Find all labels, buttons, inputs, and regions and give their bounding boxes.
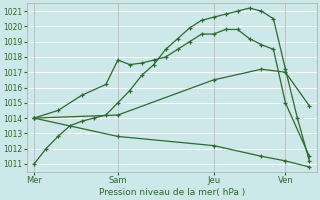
X-axis label: Pression niveau de la mer( hPa ): Pression niveau de la mer( hPa ) [99, 188, 245, 197]
